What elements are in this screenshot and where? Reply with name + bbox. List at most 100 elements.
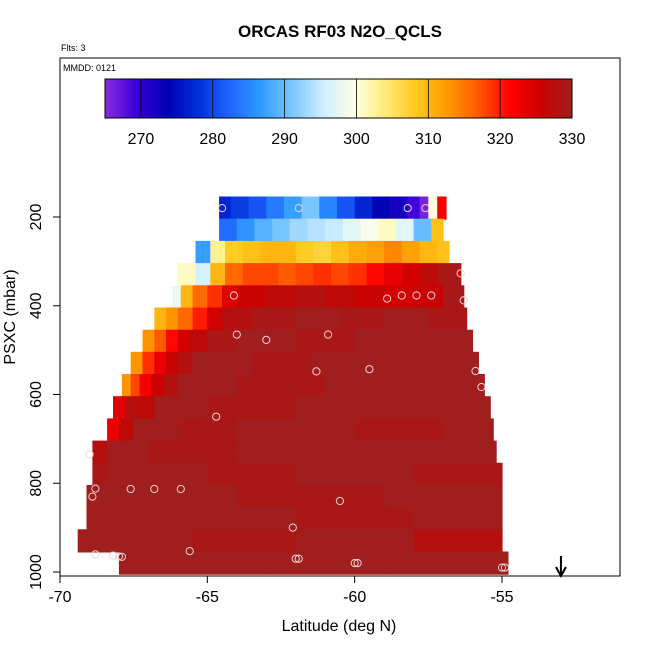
flights-label: Flts: 3 <box>61 43 86 53</box>
heatmap-cell <box>177 418 238 442</box>
heatmap-cell <box>177 263 197 287</box>
colorbar-segment <box>133 79 138 118</box>
chart-title: ORCAS RF03 N2O_QCLS <box>238 22 442 41</box>
colorbar-segment <box>500 79 505 118</box>
sample-point <box>232 330 241 339</box>
heatmap-cell <box>107 418 120 442</box>
colorbar-segment <box>166 79 171 118</box>
colorbar-segment <box>216 79 221 118</box>
arrow-marker <box>555 556 567 579</box>
heatmap-cell <box>242 263 261 287</box>
colorbar-segment <box>144 79 149 118</box>
sample-point <box>150 484 159 494</box>
sample-point <box>185 547 194 556</box>
colorbar-segment <box>475 79 479 118</box>
x-tick-label: -65 <box>196 589 219 606</box>
colorbar-segment <box>219 79 224 118</box>
colorbar-segment <box>273 79 278 118</box>
colorbar-segment <box>471 79 476 118</box>
heatmap-cells <box>77 196 509 575</box>
heatmap-cell <box>260 263 279 287</box>
colorbar-segment <box>338 79 343 118</box>
heatmap-cell <box>395 218 415 242</box>
heatmap-cell <box>266 551 385 575</box>
heatmap-cell <box>266 285 297 309</box>
colorbar-segment <box>194 79 199 118</box>
heatmap-cell <box>236 440 356 464</box>
heatmap-cell <box>419 240 438 265</box>
sample-point <box>397 291 406 300</box>
heatmap-cell <box>413 462 503 486</box>
heatmap-cell <box>407 196 421 220</box>
y-tick-label: 800 <box>28 470 45 497</box>
heatmap-cell <box>419 263 438 287</box>
heatmap-cell <box>354 440 497 464</box>
sample-point <box>365 365 374 374</box>
colorbar-segment <box>424 79 429 118</box>
colorbar-segment <box>169 79 174 118</box>
colorbar-segment <box>137 79 142 118</box>
colorbar-segment <box>413 79 418 118</box>
heatmap-cell <box>384 351 479 375</box>
colorbar-segment <box>385 79 390 118</box>
heatmap-cell <box>236 374 326 398</box>
colorbar-segment <box>288 79 293 118</box>
heatmap-cell <box>354 329 415 353</box>
heatmap-cell <box>372 196 391 220</box>
colorbar-segment <box>543 79 548 118</box>
sample-point <box>500 563 509 572</box>
colorbar-segment <box>557 79 562 118</box>
heatmap-cell <box>366 240 385 265</box>
sample-point <box>262 335 271 344</box>
heatmap-cell <box>283 196 303 220</box>
x-tick-label: -70 <box>48 589 71 606</box>
colorbar-segment <box>158 79 163 118</box>
arrow-head <box>555 566 567 579</box>
colorbar-segment <box>115 79 120 118</box>
heatmap-cell <box>163 374 179 398</box>
sample-point <box>477 382 486 392</box>
heatmap-cell <box>210 263 226 287</box>
heatmap-cell <box>443 285 465 309</box>
colorbar-segment <box>241 79 246 118</box>
y-axis: 200 400 600 800 1000 <box>28 204 60 590</box>
colorbar-segment <box>126 79 131 118</box>
heatmap-cell <box>151 374 164 398</box>
heatmap-cell <box>266 196 285 220</box>
heatmap-cell <box>136 396 155 420</box>
colorbar-segment <box>180 79 185 118</box>
colorbar-segment <box>496 79 501 118</box>
colorbar-segment <box>112 79 117 118</box>
colorbar-segment <box>485 79 490 118</box>
heatmap-cell <box>295 263 314 287</box>
colorbar-segment <box>492 79 497 118</box>
heatmap-cell <box>230 196 250 220</box>
heatmap-cell <box>307 218 326 242</box>
colorbar-segment <box>406 79 411 118</box>
colorbar-segment <box>155 79 160 118</box>
heatmap-cell <box>177 374 238 398</box>
heatmap-cell <box>154 351 167 375</box>
colorbar-segment <box>187 79 192 118</box>
sample-point <box>108 551 118 560</box>
heatmap-cell <box>428 196 438 220</box>
heatmap-cell <box>154 329 167 353</box>
heatmap-cell <box>313 240 332 265</box>
heatmap-cell <box>166 351 179 375</box>
y-tick-label: 200 <box>28 204 45 231</box>
colorbar-segment <box>395 79 400 118</box>
colorbar-segment <box>173 79 178 118</box>
colorbar-segment <box>198 79 203 118</box>
heatmap-cell <box>189 329 208 353</box>
colorbar-segment <box>521 79 526 118</box>
colorbar-segment <box>277 79 282 118</box>
colorbar-segment <box>457 79 462 118</box>
heatmap-cell <box>107 440 149 464</box>
heatmap-cell <box>77 529 120 553</box>
colorbar-segment <box>464 79 469 118</box>
heatmap-cell <box>107 462 208 486</box>
heatmap-cell <box>207 307 223 331</box>
heatmap-cell <box>437 240 450 265</box>
sample-point <box>212 412 221 421</box>
